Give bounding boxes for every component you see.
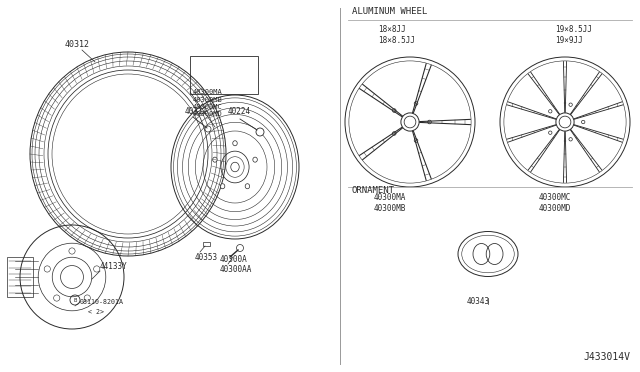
Ellipse shape	[245, 184, 250, 189]
Circle shape	[414, 102, 418, 105]
Text: 40224: 40224	[228, 107, 251, 116]
Text: J433014V: J433014V	[583, 352, 630, 362]
Text: B: B	[74, 298, 77, 302]
Bar	[190, 56, 258, 94]
Circle shape	[582, 120, 585, 124]
Text: 44133Y: 44133Y	[100, 262, 128, 271]
Text: 18×8JJ
18×8.5JJ: 18×8JJ 18×8.5JJ	[378, 25, 415, 45]
Circle shape	[93, 266, 100, 272]
Ellipse shape	[253, 157, 257, 162]
Text: 40300MA
40300MB
40300MC
40300MD: 40300MA 40300MB 40300MC 40300MD	[193, 89, 223, 118]
Circle shape	[237, 244, 243, 251]
Circle shape	[205, 126, 211, 132]
Text: 40343: 40343	[467, 297, 490, 306]
Circle shape	[548, 131, 552, 134]
Circle shape	[569, 138, 572, 141]
Circle shape	[256, 128, 264, 136]
Circle shape	[569, 103, 572, 106]
Circle shape	[548, 110, 552, 113]
Text: 40311: 40311	[185, 107, 208, 116]
Circle shape	[392, 132, 396, 135]
Text: 40300MA
40300MB: 40300MA 40300MB	[374, 193, 406, 213]
Text: < 2>: < 2>	[88, 309, 104, 315]
Text: 40353: 40353	[195, 253, 218, 262]
Text: 40300A
40300AA: 40300A 40300AA	[220, 254, 252, 274]
Ellipse shape	[220, 184, 225, 189]
Circle shape	[414, 139, 418, 142]
Circle shape	[559, 116, 571, 128]
Text: 40312: 40312	[65, 40, 90, 49]
Circle shape	[392, 109, 396, 112]
Ellipse shape	[233, 141, 237, 146]
Circle shape	[44, 266, 51, 272]
Circle shape	[428, 120, 431, 124]
Ellipse shape	[212, 157, 217, 162]
Circle shape	[69, 248, 75, 254]
Text: ORNAMENT: ORNAMENT	[352, 186, 395, 195]
Text: 40300MC
40300MD: 40300MC 40300MD	[539, 193, 571, 213]
Bar	[7, 257, 33, 297]
Circle shape	[54, 295, 60, 301]
Text: ALUMINUM WHEEL: ALUMINUM WHEEL	[352, 7, 428, 16]
Circle shape	[404, 116, 416, 128]
Bar	[203, 242, 210, 246]
Text: 19×8.5JJ
19×9JJ: 19×8.5JJ 19×9JJ	[555, 25, 592, 45]
Text: 08110-8201A: 08110-8201A	[80, 299, 124, 305]
Ellipse shape	[231, 162, 239, 172]
Circle shape	[84, 295, 90, 301]
